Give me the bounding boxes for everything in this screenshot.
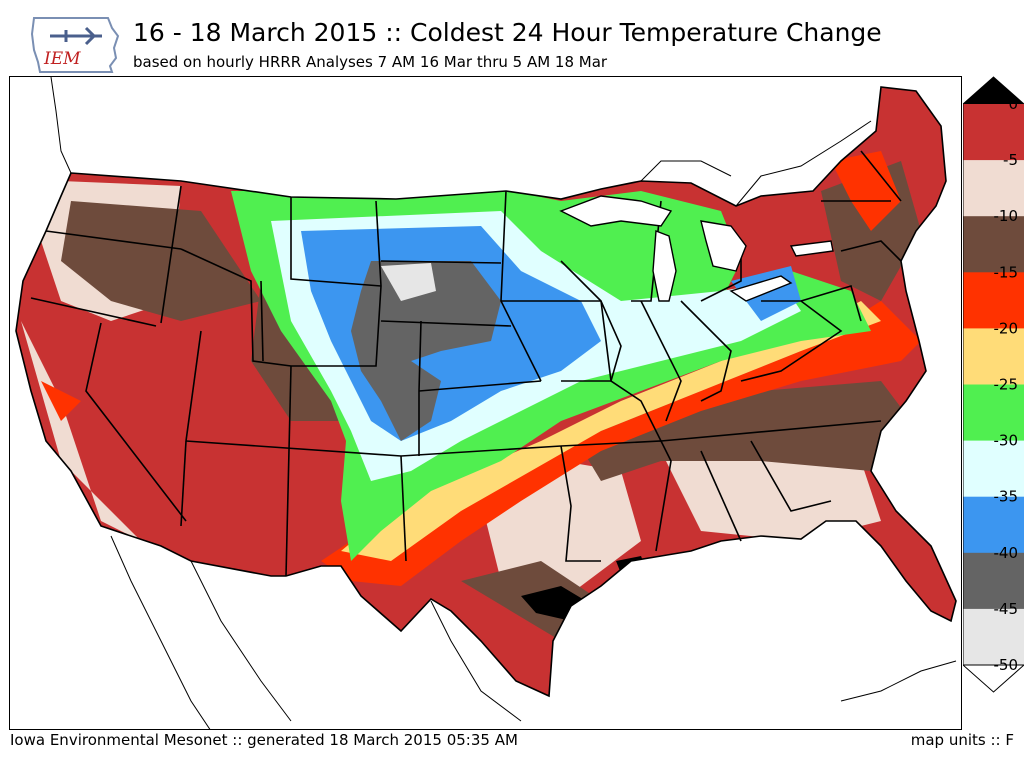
colorbar-labels: 0 -5 -10 -15 -20 -25 -30 -35 -40 -45 -50: [994, 95, 1019, 674]
colorbar-tick-label: -30: [994, 432, 1019, 450]
wind-vane-icon: [50, 26, 102, 46]
lake-michigan: [652, 230, 677, 302]
colorbar-bin: [963, 440, 1024, 498]
temperature-change-map: [10, 77, 961, 729]
colorbar-bin: [963, 104, 1024, 161]
logo-text: IEM: [43, 49, 81, 69]
iowa-outline-icon: [30, 17, 120, 73]
colorbar-tick-label: -20: [994, 319, 1019, 337]
colorbar-tick-label: 0: [1008, 95, 1018, 113]
colorbar-bin: [963, 216, 1024, 273]
colorbar-bin: [963, 384, 1024, 442]
bin-fill-45-to-50: [381, 263, 436, 301]
bin-fill-40-to-45: [351, 261, 501, 441]
colorbar-bin: [963, 160, 1024, 217]
colorbar-bin: [963, 328, 1024, 385]
colorbar-tick-label: -15: [994, 263, 1019, 281]
colorbar-bin: [963, 496, 1024, 554]
colorbar-tick-label: -25: [994, 376, 1019, 394]
map-subtitle: based on hourly HRRR Analyses 7 AM 16 Ma…: [133, 53, 608, 71]
lake-ontario: [789, 240, 834, 257]
colorbar-tick-label: -50: [994, 656, 1019, 674]
foreign-land-outlines: [50, 77, 957, 729]
state-boundaries: [15, 86, 957, 698]
colorbar-under-tip: [963, 664, 1024, 693]
bin-fill-10-to-15: [61, 161, 921, 641]
lake-superior: [559, 195, 673, 227]
colorbar-bins: [963, 76, 1024, 693]
colorbar-bin: [963, 272, 1024, 329]
colorbar-tick-label: -35: [994, 488, 1019, 506]
bin-fill-20-to-25: [341, 301, 881, 561]
bin-fill-over-0: [521, 556, 649, 621]
iem-logo: IEM: [30, 17, 120, 73]
colorbar: 0 -5 -10 -15 -20 -25 -30 -35 -40 -45 -50: [963, 76, 1024, 693]
colorbar-tick-label: -45: [994, 600, 1019, 618]
map-panel: [9, 76, 962, 730]
footer-units: map units :: F: [910, 731, 1014, 749]
footer-credit: Iowa Environmental Mesonet :: generated …: [10, 731, 518, 749]
map-title: 16 - 18 March 2015 :: Coldest 24 Hour Te…: [133, 18, 882, 47]
colorbar-tick-label: -40: [994, 544, 1019, 562]
lake-erie: [729, 275, 793, 302]
colorbar-bin: [963, 608, 1024, 666]
colorbar-tick-label: -5: [1003, 151, 1018, 169]
colorbar-bin: [963, 552, 1024, 610]
colorbar-tick-label: -10: [994, 207, 1019, 225]
great-lakes: [559, 195, 834, 302]
lake-huron: [700, 220, 747, 272]
